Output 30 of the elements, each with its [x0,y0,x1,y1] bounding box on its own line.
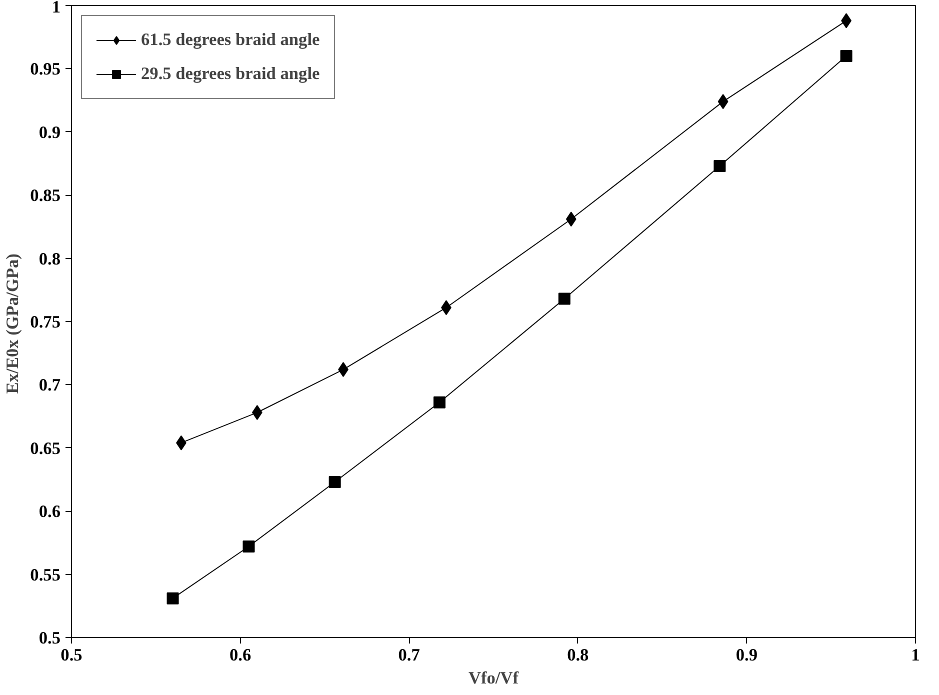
x-tick-label: 0.9 [736,646,758,664]
point [840,50,852,62]
point [166,592,179,604]
y-tick-label: 0.5 [38,628,61,648]
point [718,94,728,110]
y-tick-label: 0.9 [38,122,61,142]
y-axis-title: Ex/E0x (GPa/GPa) [3,253,22,394]
x-tick-label: 0.6 [229,646,252,664]
legend-label: 61.5 degrees braid angle [141,30,320,50]
y-tick-label: 0.75 [30,312,61,332]
point [242,540,255,552]
y-tick-label: 0.6 [38,502,61,522]
y-tick-label: 0.65 [30,438,61,458]
point [566,212,576,227]
x-tick-label: 0.7 [398,646,420,664]
x-axis-title: Vfo/Vf [468,668,519,688]
point [714,160,726,172]
x-tick-label: 0.8 [567,646,590,664]
y-tick-label: 0.8 [38,249,61,268]
y-tick-label: 0.55 [30,565,61,584]
y-tick-label: 0.7 [38,376,61,395]
point [558,292,570,305]
point [328,476,341,488]
y-tick-label: 0.85 [30,186,61,206]
y-tick-label: 0.95 [30,60,61,79]
point [433,396,446,408]
x-tick-label: 1 [911,646,920,664]
x-tick-label: 0.5 [60,646,83,664]
y-tick-label: 1 [52,0,61,16]
legend-label: 29.5 degrees braid angle [141,64,320,84]
